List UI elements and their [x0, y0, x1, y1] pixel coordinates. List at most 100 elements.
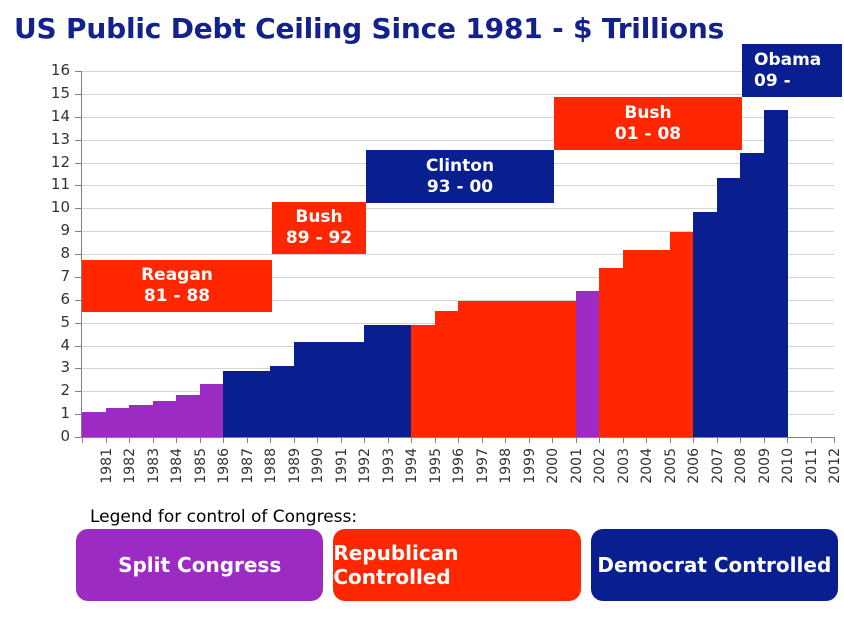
x-tick-label-2008: 2008 [733, 448, 750, 484]
annotation-reagan-name: Reagan [141, 265, 213, 286]
x-tick-label-1996: 1996 [451, 448, 468, 484]
bar-2010[interactable] [763, 110, 788, 437]
legend-item-republican-controlled[interactable]: Republican Controlled [333, 529, 581, 601]
x-tick-label-1991: 1991 [333, 448, 350, 484]
bar-1981[interactable] [82, 412, 107, 437]
bar-1997[interactable] [458, 300, 483, 437]
x-tick-mark [717, 437, 718, 443]
bar-1993[interactable] [364, 324, 389, 437]
bar-1999[interactable] [505, 300, 530, 437]
y-tick-label: 12 [50, 152, 70, 171]
legend-item-democrat-controlled[interactable]: Democrat Controlled [590, 529, 838, 601]
bar-1998[interactable] [481, 300, 506, 437]
y-tick-mark [75, 345, 82, 347]
y-tick-label: 3 [60, 358, 70, 377]
annotation-bush-01-08-term: 01 - 08 [614, 123, 682, 144]
gridline [82, 231, 834, 233]
annotation-clinton-term: 93 - 00 [426, 176, 494, 197]
y-tick-mark [75, 299, 82, 301]
annotation-clinton-name: Clinton [425, 155, 495, 176]
bar-1992[interactable] [340, 342, 365, 437]
gridline [82, 139, 834, 141]
legend: Split Congress Republican Controlled Democ… [76, 529, 838, 601]
bar-2002[interactable] [575, 290, 600, 437]
bar-2006[interactable] [669, 231, 694, 437]
x-tick-label-2007: 2007 [709, 448, 726, 484]
x-tick-mark [270, 437, 271, 443]
x-tick-mark [247, 437, 248, 443]
bar-2004[interactable] [622, 249, 647, 437]
x-tick-mark [576, 437, 577, 443]
x-tick-label-2001: 2001 [568, 448, 585, 484]
x-tick-label-1982: 1982 [122, 448, 139, 484]
y-axis-line [81, 71, 82, 438]
y-tick-label: 1 [60, 404, 70, 423]
bar-1983[interactable] [129, 405, 154, 437]
x-tick-label-1990: 1990 [310, 448, 327, 484]
y-tick-label: 8 [60, 244, 70, 262]
x-tick-mark [364, 437, 365, 443]
bar-1986[interactable] [199, 384, 224, 437]
y-tick-mark [75, 276, 82, 278]
x-tick-mark [129, 437, 130, 443]
y-tick-mark [75, 208, 82, 210]
y-tick-mark [75, 322, 82, 324]
x-tick-mark [176, 437, 177, 443]
bar-1990[interactable] [293, 342, 318, 437]
bar-2009[interactable] [740, 153, 765, 437]
x-tick-mark [153, 437, 154, 443]
x-tick-mark [435, 437, 436, 443]
x-tick-label-1981: 1981 [98, 448, 115, 484]
x-tick-mark [834, 437, 835, 443]
x-tick-mark [740, 437, 741, 443]
y-tick-mark [75, 93, 82, 95]
y-tick-mark [75, 391, 82, 393]
bar-2007[interactable] [693, 212, 718, 437]
x-tick-mark [294, 437, 295, 443]
bar-1994[interactable] [387, 324, 412, 437]
gridline [82, 93, 834, 95]
bar-1988[interactable] [246, 371, 271, 437]
x-tick-label-1989: 1989 [286, 448, 303, 484]
bar-1985[interactable] [176, 395, 201, 437]
bar-1982[interactable] [105, 407, 130, 437]
x-tick-mark [529, 437, 530, 443]
bar-2000[interactable] [528, 300, 553, 437]
gridline [82, 299, 834, 301]
x-tick-mark [787, 437, 788, 443]
x-tick-label-2005: 2005 [662, 448, 679, 484]
y-tick-label: 13 [50, 129, 70, 148]
bar-2008[interactable] [716, 178, 741, 437]
x-tick-label-1984: 1984 [169, 448, 186, 484]
bar-2005[interactable] [646, 249, 671, 437]
bar-1991[interactable] [317, 342, 342, 437]
x-tick-mark [317, 437, 318, 443]
legend-item-split-congress[interactable]: Split Congress [76, 529, 324, 601]
x-tick-label-1988: 1988 [263, 448, 280, 484]
x-tick-mark [599, 437, 600, 443]
bar-1984[interactable] [152, 401, 177, 437]
x-tick-label-2009: 2009 [756, 448, 773, 484]
bar-2003[interactable] [599, 268, 624, 437]
y-tick-label: 4 [60, 335, 70, 354]
bar-1995[interactable] [411, 324, 436, 437]
bar-2001[interactable] [552, 300, 577, 437]
x-tick-label-1987: 1987 [239, 448, 256, 484]
y-tick-mark [75, 116, 82, 118]
y-tick-label: 0 [60, 427, 70, 445]
x-tick-label-2010: 2010 [780, 448, 797, 484]
x-tick-label-2003: 2003 [615, 448, 632, 484]
x-tick-mark [106, 437, 107, 443]
y-tick-mark [75, 414, 82, 416]
x-tick-mark [388, 437, 389, 443]
bar-1996[interactable] [434, 311, 459, 437]
bar-1987[interactable] [223, 371, 248, 437]
y-tick-label: 9 [60, 221, 70, 240]
x-tick-mark [764, 437, 765, 443]
bar-1989[interactable] [270, 365, 295, 437]
y-tick-label: 6 [60, 289, 70, 308]
gridline [82, 116, 834, 118]
annotation-clinton: Clinton 93 - 00 [366, 150, 554, 203]
annotation-bush-01-08-name: Bush [624, 102, 672, 123]
